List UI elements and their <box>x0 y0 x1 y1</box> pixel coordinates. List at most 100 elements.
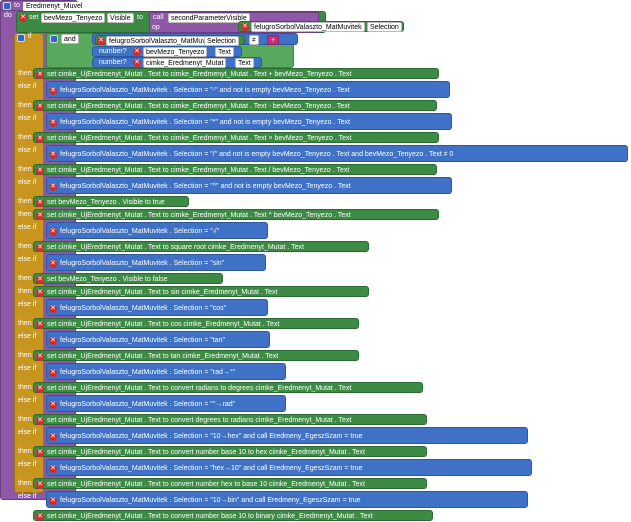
and-mutator-gear-icon[interactable] <box>50 35 58 43</box>
component-dropdown[interactable]: cimke_Eredmenyt_Mutat <box>143 58 227 68</box>
block-text: set cimke_UjEredmenyt_Mutat . Text to sq… <box>47 244 304 251</box>
procedure-keyword: to <box>14 2 20 9</box>
op-keyword: op <box>152 24 160 31</box>
selection-getter-block[interactable]: ✕ felugroSorbolValaszto_MatMuvitek Selec… <box>95 35 245 46</box>
block-text: set cimke_UjEredmenyt_Mutat . Text to co… <box>47 385 352 392</box>
statement-block[interactable]: ✕ set cimke_UjEredmenyt_Mutat . Text to s… <box>33 286 369 297</box>
block-text: set bevMezo_Tenyezo . Visible to false <box>47 276 168 283</box>
block-text: felugroSorbolValaszto_MatMuvitek . Selec… <box>60 433 363 440</box>
condition-block[interactable]: ✕ felugroSorbolValaszto_MatMuvitek . Sele… <box>46 81 450 98</box>
block-text: set cimke_UjEredmenyt_Mutat . Text to ta… <box>47 353 279 360</box>
error-icon: ✕ <box>36 135 44 143</box>
condition-block[interactable]: ✕ felugroSorbolValaszto_MatMuvitek . Sele… <box>46 427 528 444</box>
property-dropdown[interactable]: Text <box>235 58 254 68</box>
statement-block[interactable]: ✕ set bevMezo_Tenyezo . Visible to true <box>33 196 189 207</box>
property-dropdown[interactable]: Text <box>215 47 234 57</box>
component-dropdown[interactable]: bevMezo_Tenyezo <box>41 13 106 23</box>
condition-block[interactable]: ✕ felugroSorbolValaszto_MatMuvitek . Sele… <box>46 331 270 348</box>
then-label: then <box>18 275 32 282</box>
then-label: then <box>18 352 32 359</box>
block-text: felugroSorbolValaszto_MatMuvitek . Selec… <box>60 401 236 408</box>
condition-block[interactable]: ✕ felugroSorbolValaszto_MatMuvitek . Sele… <box>46 113 452 130</box>
error-icon: ✕ <box>36 449 44 457</box>
block-text: felugroSorbolValaszto_MatMuvitek . Selec… <box>60 119 351 126</box>
statement-block[interactable]: ✕ set cimke_UjEredmenyt_Mutat . Text to c… <box>33 446 427 457</box>
condition-block[interactable]: ✕ felugroSorbolValaszto_MatMuvitek . Sele… <box>46 145 628 162</box>
property-dropdown[interactable]: Selection <box>367 22 402 32</box>
statement-block[interactable]: ✕ set cimke_UjEredmenyt_Mutat . Text to s… <box>33 241 369 252</box>
statement-block[interactable]: ✕ set cimke_UjEredmenyt_Mutat . Text to c… <box>33 478 427 489</box>
else-if-label: else if <box>18 256 37 263</box>
set-visible-call-block[interactable]: ✕ set bevMezo_Tenyezo Visible to call se… <box>16 11 326 33</box>
statement-block[interactable]: ✕ set cimke_UjEredmenyt_Mutat . Text to c… <box>33 132 439 143</box>
compare-block[interactable]: ✕ felugroSorbolValaszto_MatMuvitek Selec… <box>92 33 298 46</box>
condition-block[interactable]: ✕ felugroSorbolValaszto_MatMuvitek . Sele… <box>46 395 286 412</box>
statement-block[interactable]: ✕ set cimke_UjEredmenyt_Mutat . Text to c… <box>33 318 359 329</box>
condition-block[interactable]: ✕ felugroSorbolValaszto_MatMuvitek . Sele… <box>46 363 286 380</box>
operator-dropdown[interactable]: ≠ <box>249 35 259 45</box>
component-dropdown[interactable]: bevMezo_Tenyezo <box>143 47 208 57</box>
block-text: set bevMezo_Tenyezo . Visible to true <box>47 199 165 206</box>
then-label: then <box>18 288 32 295</box>
statement-block[interactable]: ✕ set cimke_UjEredmenyt_Mutat . Text to t… <box>33 350 359 361</box>
is-number-keyword: number? <box>99 59 127 66</box>
error-icon: ✕ <box>36 199 44 207</box>
procedure-dropdown[interactable]: secondParameterVisible <box>168 13 250 23</box>
component-dropdown[interactable]: felugroSorbolValaszto_MatMuvitek <box>106 36 220 46</box>
if-mutator-gear-icon[interactable] <box>17 34 25 42</box>
condition-block[interactable]: ✕ felugroSorbolValaszto_MatMuvitek . Sele… <box>46 254 266 271</box>
else-if-label: else if <box>18 224 37 231</box>
error-icon: ✕ <box>49 87 57 95</box>
property-dropdown[interactable]: Visible <box>107 13 134 23</box>
else-if-label: else if <box>18 147 37 154</box>
statement-block[interactable]: ✕ set bevMezo_Tenyezo . Visible to false <box>33 273 223 284</box>
and-dropdown[interactable]: and <box>61 34 79 44</box>
statement-block[interactable]: ✕ set cimke_UjEredmenyt_Mutat . Text to c… <box>33 100 437 111</box>
statement-block[interactable]: ✕ set cimke_UjEredmenyt_Mutat . Text to c… <box>33 414 427 425</box>
error-icon: ✕ <box>49 260 57 268</box>
error-icon: ✕ <box>133 59 141 67</box>
error-icon: ✕ <box>49 465 57 473</box>
component-dropdown[interactable]: felugroSorbolValaszto_MatMuvitek <box>251 22 365 32</box>
error-icon: ✕ <box>49 305 57 313</box>
statement-block[interactable]: ✕ set cimke_UjEredmenyt_Mutat . Text to c… <box>33 209 439 220</box>
block-text: felugroSorbolValaszto_MatMuvitek . Selec… <box>60 497 361 504</box>
then-label: then <box>18 384 32 391</box>
then-label: then <box>18 416 32 423</box>
error-icon: ✕ <box>49 369 57 377</box>
condition-block[interactable]: ✕ felugroSorbolValaszto_MatMuvitek . Sele… <box>46 459 532 476</box>
selection-getter-block[interactable]: ✕ felugroSorbolValaszto_MatMuvitek Selec… <box>238 21 404 32</box>
block-text: felugroSorbolValaszto_MatMuvitek . Selec… <box>60 465 363 472</box>
text-literal[interactable]: + <box>267 35 280 45</box>
property-dropdown[interactable]: Selection <box>204 36 239 46</box>
else-if-label: else if <box>18 397 37 404</box>
statement-block[interactable]: ✕ set cimke_UjEredmenyt_Mutat . Text to c… <box>33 510 433 521</box>
error-icon: ✕ <box>49 337 57 345</box>
error-icon: ✕ <box>36 167 44 175</box>
condition-block[interactable]: ✕ felugroSorbolValaszto_MatMuvitek . Sele… <box>46 177 452 194</box>
statement-block[interactable]: ✕ set cimke_UjEredmenyt_Mutat . Text to c… <box>33 164 437 175</box>
error-icon: ✕ <box>49 497 57 505</box>
error-icon: ✕ <box>49 401 57 409</box>
then-label: then <box>18 134 32 141</box>
then-label: then <box>18 166 32 173</box>
condition-block[interactable]: ✕ felugroSorbolValaszto_MatMuvitek . Sele… <box>46 222 268 239</box>
then-label: then <box>18 198 32 205</box>
else-if-label: else if <box>18 301 37 308</box>
else-if-label: else if <box>18 461 37 468</box>
block-text: felugroSorbolValaszto_MatMuvitek . Selec… <box>60 337 225 344</box>
condition-block[interactable]: ✕ felugroSorbolValaszto_MatMuvitek . Sele… <box>46 299 268 316</box>
is-number-block[interactable]: number? ✕ cimke_Eredmenyt_Mutat Text <box>92 57 262 68</box>
procedure-name-field[interactable]: Eredmenyt_Muvel <box>23 2 86 11</box>
is-number-block[interactable]: number? ✕ bevMezo_Tenyezo Text <box>92 46 242 57</box>
then-label: then <box>18 102 32 109</box>
then-label: then <box>18 320 32 327</box>
error-icon: ✕ <box>36 103 44 111</box>
statement-block[interactable]: ✕ set cimke_UjEredmenyt_Mutat . Text to c… <box>33 68 439 79</box>
error-icon: ✕ <box>133 48 141 56</box>
else-if-label: else if <box>18 365 37 372</box>
block-text: set cimke_UjEredmenyt_Mutat . Text to ci… <box>47 212 351 219</box>
statement-block[interactable]: ✕ set cimke_UjEredmenyt_Mutat . Text to c… <box>33 382 423 393</box>
mutator-gear-icon[interactable] <box>3 2 11 10</box>
procedure-header[interactable]: to Eredmenyt_Muvel <box>0 0 86 11</box>
